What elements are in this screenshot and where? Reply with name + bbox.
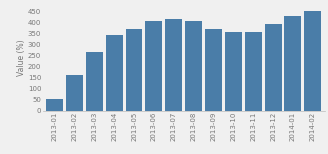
Bar (126, 29, 142, 111)
Bar (106, 35, 123, 111)
Y-axis label: Value (%): Value (%) (17, 39, 26, 76)
Bar (284, 16, 301, 111)
Bar (265, 24, 281, 111)
Bar (66, 75, 83, 111)
Bar (46, 99, 63, 111)
Bar (86, 52, 103, 111)
Bar (165, 19, 182, 111)
Bar (145, 20, 162, 111)
Bar (245, 32, 262, 111)
Bar (205, 29, 222, 111)
Bar (304, 11, 321, 111)
Bar (185, 21, 202, 111)
Bar (225, 32, 242, 111)
